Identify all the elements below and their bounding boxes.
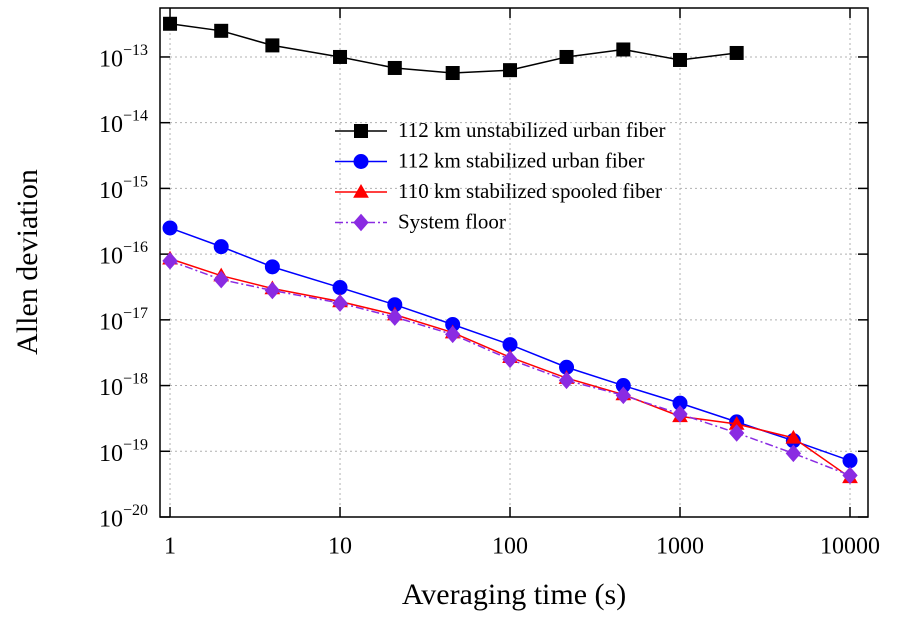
x-tick-label: 1 — [164, 534, 176, 560]
plot-frame — [159, 7, 869, 518]
marker — [558, 371, 575, 390]
marker — [264, 259, 280, 275]
x-tick-label: 1000 — [656, 534, 704, 560]
tick-exponent: −18 — [123, 370, 148, 387]
marker — [785, 429, 802, 444]
y-tick-label: 10−17 — [99, 305, 148, 336]
marker — [728, 424, 745, 442]
legend-label: 112 km stabilized urban fiber — [398, 148, 644, 172]
x-tick-label: 10000 — [820, 534, 880, 560]
marker — [616, 42, 631, 57]
tick-exponent: −16 — [123, 239, 148, 256]
legend-marker — [353, 213, 369, 232]
marker — [162, 252, 178, 270]
marker — [214, 23, 229, 38]
tick-exponent: −17 — [123, 305, 148, 322]
marker — [672, 405, 688, 423]
tick-exponent: −15 — [123, 173, 148, 190]
x-tick-label: 100 — [492, 534, 528, 560]
tick-exponent: −14 — [123, 107, 148, 124]
marker — [445, 66, 460, 81]
tick-exponent: −19 — [123, 436, 148, 453]
marker — [264, 281, 281, 300]
marker — [785, 444, 802, 463]
x-axis-title: Averaging time (s) — [402, 578, 626, 611]
marker — [265, 38, 280, 53]
legend-label: 110 km stabilized spooled fiber — [398, 179, 662, 203]
marker — [502, 350, 518, 369]
y-tick-label: 10−15 — [99, 173, 148, 204]
y-tick-label: 10−14 — [99, 107, 148, 138]
tick-exponent: −20 — [123, 502, 148, 519]
marker — [842, 466, 858, 485]
x-tick-label: 10 — [328, 534, 352, 560]
y-axis-title: Allen deviation — [11, 169, 44, 355]
marker — [333, 49, 348, 64]
legend-marker — [353, 183, 369, 198]
marker — [332, 280, 348, 296]
y-tick-label: 10−13 — [99, 42, 148, 73]
y-tick-label: 10−20 — [99, 502, 148, 533]
marker — [387, 308, 403, 326]
marker — [387, 60, 402, 75]
marker — [615, 386, 631, 405]
marker — [163, 16, 178, 31]
marker — [503, 63, 518, 78]
marker — [213, 270, 229, 289]
marker — [213, 239, 229, 255]
marker — [673, 52, 688, 67]
y-tick-label: 10−18 — [99, 370, 148, 401]
tick-exponent: −13 — [123, 42, 148, 59]
marker — [162, 220, 178, 236]
marker — [332, 294, 348, 312]
marker — [729, 45, 744, 60]
legend-marker — [353, 154, 369, 169]
y-tick-label: 10−19 — [99, 436, 148, 467]
marker — [559, 49, 574, 64]
series-line — [169, 23, 737, 74]
marker — [445, 325, 461, 344]
legend-label: System floor — [398, 209, 506, 233]
y-tick-label: 10−16 — [99, 239, 148, 270]
legend-marker — [354, 124, 368, 138]
legend-label: 112 km unstabilized urban fiber — [398, 118, 665, 142]
marker — [842, 453, 858, 469]
